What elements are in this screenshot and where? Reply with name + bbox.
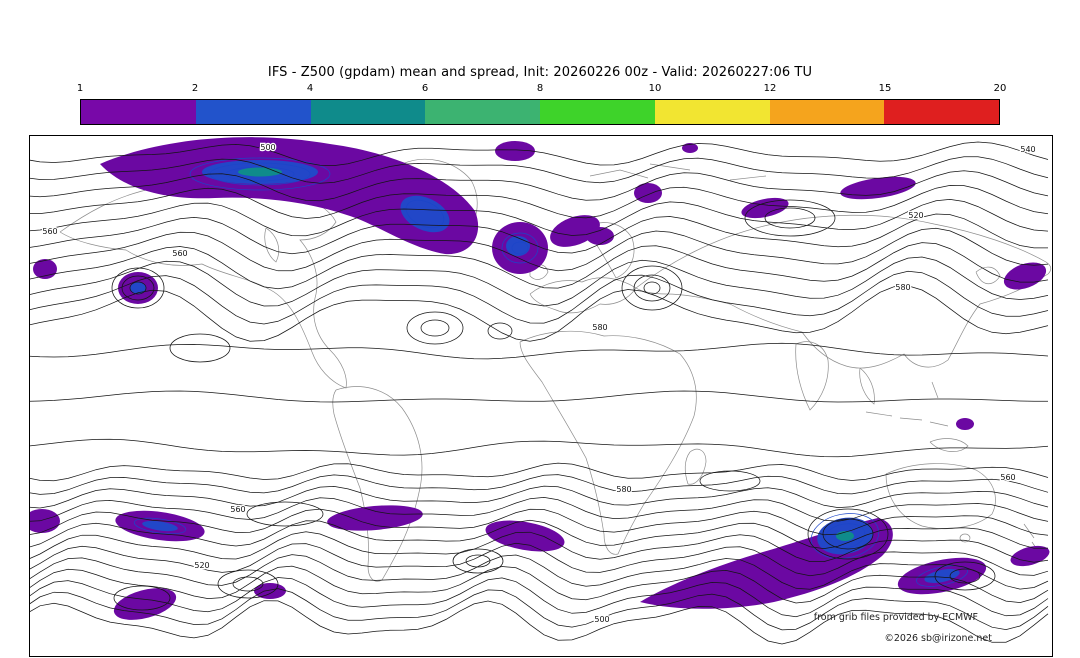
contour-label: 560 [230, 505, 245, 514]
contour-closed-features [111, 199, 996, 611]
contour-label: 520 [194, 561, 209, 570]
colorbar-tick: 15 [878, 83, 892, 94]
contour-label: 560 [42, 227, 57, 236]
contour-label: 560 [172, 249, 187, 258]
colorbar-segment [769, 100, 885, 124]
world-map-figure: 540 520 560 580 580 500 560 580 560 520 … [29, 135, 1053, 657]
colorbar-tick: 10 [648, 83, 662, 94]
page-title: IFS - Z500 (gpdam) mean and spread, Init… [267, 65, 813, 80]
contour-label: 500 [260, 143, 275, 152]
colorbar-segment [81, 100, 196, 124]
colorbar-tick: 6 [421, 83, 429, 94]
contour-label: 500 [594, 615, 609, 624]
contour-lines [30, 141, 1049, 645]
contour-label: 580 [616, 485, 631, 494]
credit-ecmwf: from grib files provided by ECMWF [814, 612, 978, 623]
coastlines [59, 158, 1052, 582]
colorbar-tick: 2 [191, 83, 199, 94]
credits: from grib files provided by ECMWF ©2026 … [814, 612, 993, 644]
contour-labels: 540 520 560 580 580 500 560 580 560 520 … [41, 142, 1037, 626]
colorbar-tick: 1 [76, 83, 84, 94]
world-map-svg: 540 520 560 580 580 500 560 580 560 520 … [30, 137, 1052, 645]
contour-label: 520 [908, 211, 923, 220]
colorbar-segment [654, 100, 770, 124]
contour-label: 560 [1000, 473, 1015, 482]
colorbar-swatches [80, 99, 1000, 125]
colorbar-tick: 4 [306, 83, 314, 94]
credit-copyright: ©2026 sb@irizone.net [884, 633, 992, 644]
colorbar-tick: 20 [993, 83, 1007, 94]
colorbar-ticks: 1 2 4 6 8 10 12 15 20 [76, 83, 1007, 96]
colorbar-segment [425, 100, 540, 124]
colorbar-segment [195, 100, 311, 124]
colorbar-segment [884, 100, 999, 124]
colorbar-tick: 12 [763, 83, 777, 94]
contour-label: 540 [1020, 145, 1035, 154]
contour-label: 580 [895, 283, 910, 292]
colorbar-segment [310, 100, 426, 124]
colorbar-tick: 8 [536, 83, 544, 94]
spread-shading [30, 137, 1050, 620]
colorbar-segment [540, 100, 655, 124]
contour-label: 580 [592, 323, 607, 332]
